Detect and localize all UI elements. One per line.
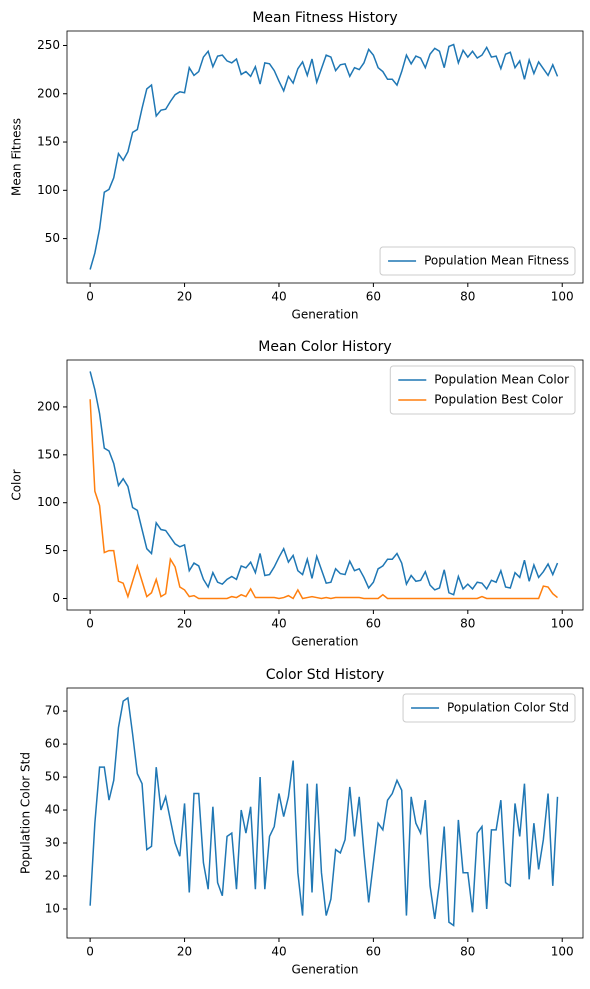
x-tick-label: 40 (271, 945, 286, 959)
y-axis-label: Population Color Std (19, 752, 33, 874)
x-tick-label: 0 (86, 945, 94, 959)
y-tick-label: 100 (37, 183, 60, 197)
x-tick-label: 40 (271, 290, 286, 304)
y-axis-label: Color (10, 469, 24, 500)
subplot-title: Mean Color History (258, 339, 391, 355)
series-line (89, 371, 559, 596)
x-tick-label: 80 (460, 945, 475, 959)
subplot-title: Color Std History (266, 667, 385, 683)
legend: Population Color Std (402, 693, 576, 723)
subplot: Mean Color History Generation Color 0 20 40 60… (10, 339, 584, 649)
x-tick-label: 100 (551, 290, 574, 304)
legend-label: Population Best Color (434, 393, 563, 407)
y-tick-label: 100 (37, 495, 60, 509)
subplot-title: Mean Fitness History (252, 10, 397, 26)
y-tick-label: 250 (37, 38, 60, 52)
x-tick-label: 0 (86, 290, 94, 304)
subplot: Color Std History Generation Population Co… (19, 667, 584, 977)
legend-label: Population Mean Color (434, 373, 569, 387)
y-tick-label: 50 (45, 770, 60, 784)
y-tick-label: 0 (52, 591, 60, 605)
subplot: Mean Fitness History Generation Mean Fitne… (10, 10, 584, 322)
x-tick-label: 20 (177, 290, 192, 304)
y-tick-label: 10 (45, 901, 60, 915)
x-tick-label: 80 (460, 290, 475, 304)
axes-frame (66, 687, 584, 939)
legend: Population Mean Color Population Best Col… (389, 365, 576, 415)
x-tick-label: 60 (366, 945, 381, 959)
legend-frame (379, 246, 576, 276)
y-tick-label: 40 (45, 803, 60, 817)
x-tick-label: 100 (551, 617, 574, 631)
x-tick-label: 20 (177, 617, 192, 631)
axes-frame (66, 359, 584, 611)
y-tick-label: 150 (37, 135, 60, 149)
x-axis-label: Generation (292, 308, 359, 322)
legend-label: Population Mean Fitness (424, 254, 569, 268)
legend: Population Mean Fitness (379, 246, 576, 276)
y-tick-label: 200 (37, 86, 60, 100)
axes-frame (66, 30, 584, 284)
series-line (89, 696, 559, 927)
y-tick-label: 200 (37, 399, 60, 413)
y-tick-label: 50 (45, 543, 60, 557)
y-axis-label: Mean Fitness (10, 118, 24, 196)
series-line (89, 399, 558, 600)
legend-frame (402, 693, 576, 723)
x-tick-label: 0 (86, 617, 94, 631)
y-tick-label: 60 (45, 737, 60, 751)
x-axis-label: Generation (292, 963, 359, 977)
legend-label: Population Color Std (447, 701, 569, 715)
y-tick-label: 30 (45, 836, 60, 850)
y-tick-label: 50 (45, 231, 60, 245)
x-tick-label: 80 (460, 617, 475, 631)
y-tick-label: 70 (45, 704, 60, 718)
x-tick-label: 20 (177, 945, 192, 959)
y-tick-label: 20 (45, 868, 60, 882)
legend-frame (389, 365, 576, 415)
x-tick-label: 100 (551, 945, 574, 959)
x-tick-label: 40 (271, 617, 286, 631)
series-line (89, 43, 559, 270)
x-tick-label: 60 (366, 617, 381, 631)
x-tick-label: 60 (366, 290, 381, 304)
x-axis-label: Generation (292, 635, 359, 649)
y-tick-label: 150 (37, 447, 60, 461)
